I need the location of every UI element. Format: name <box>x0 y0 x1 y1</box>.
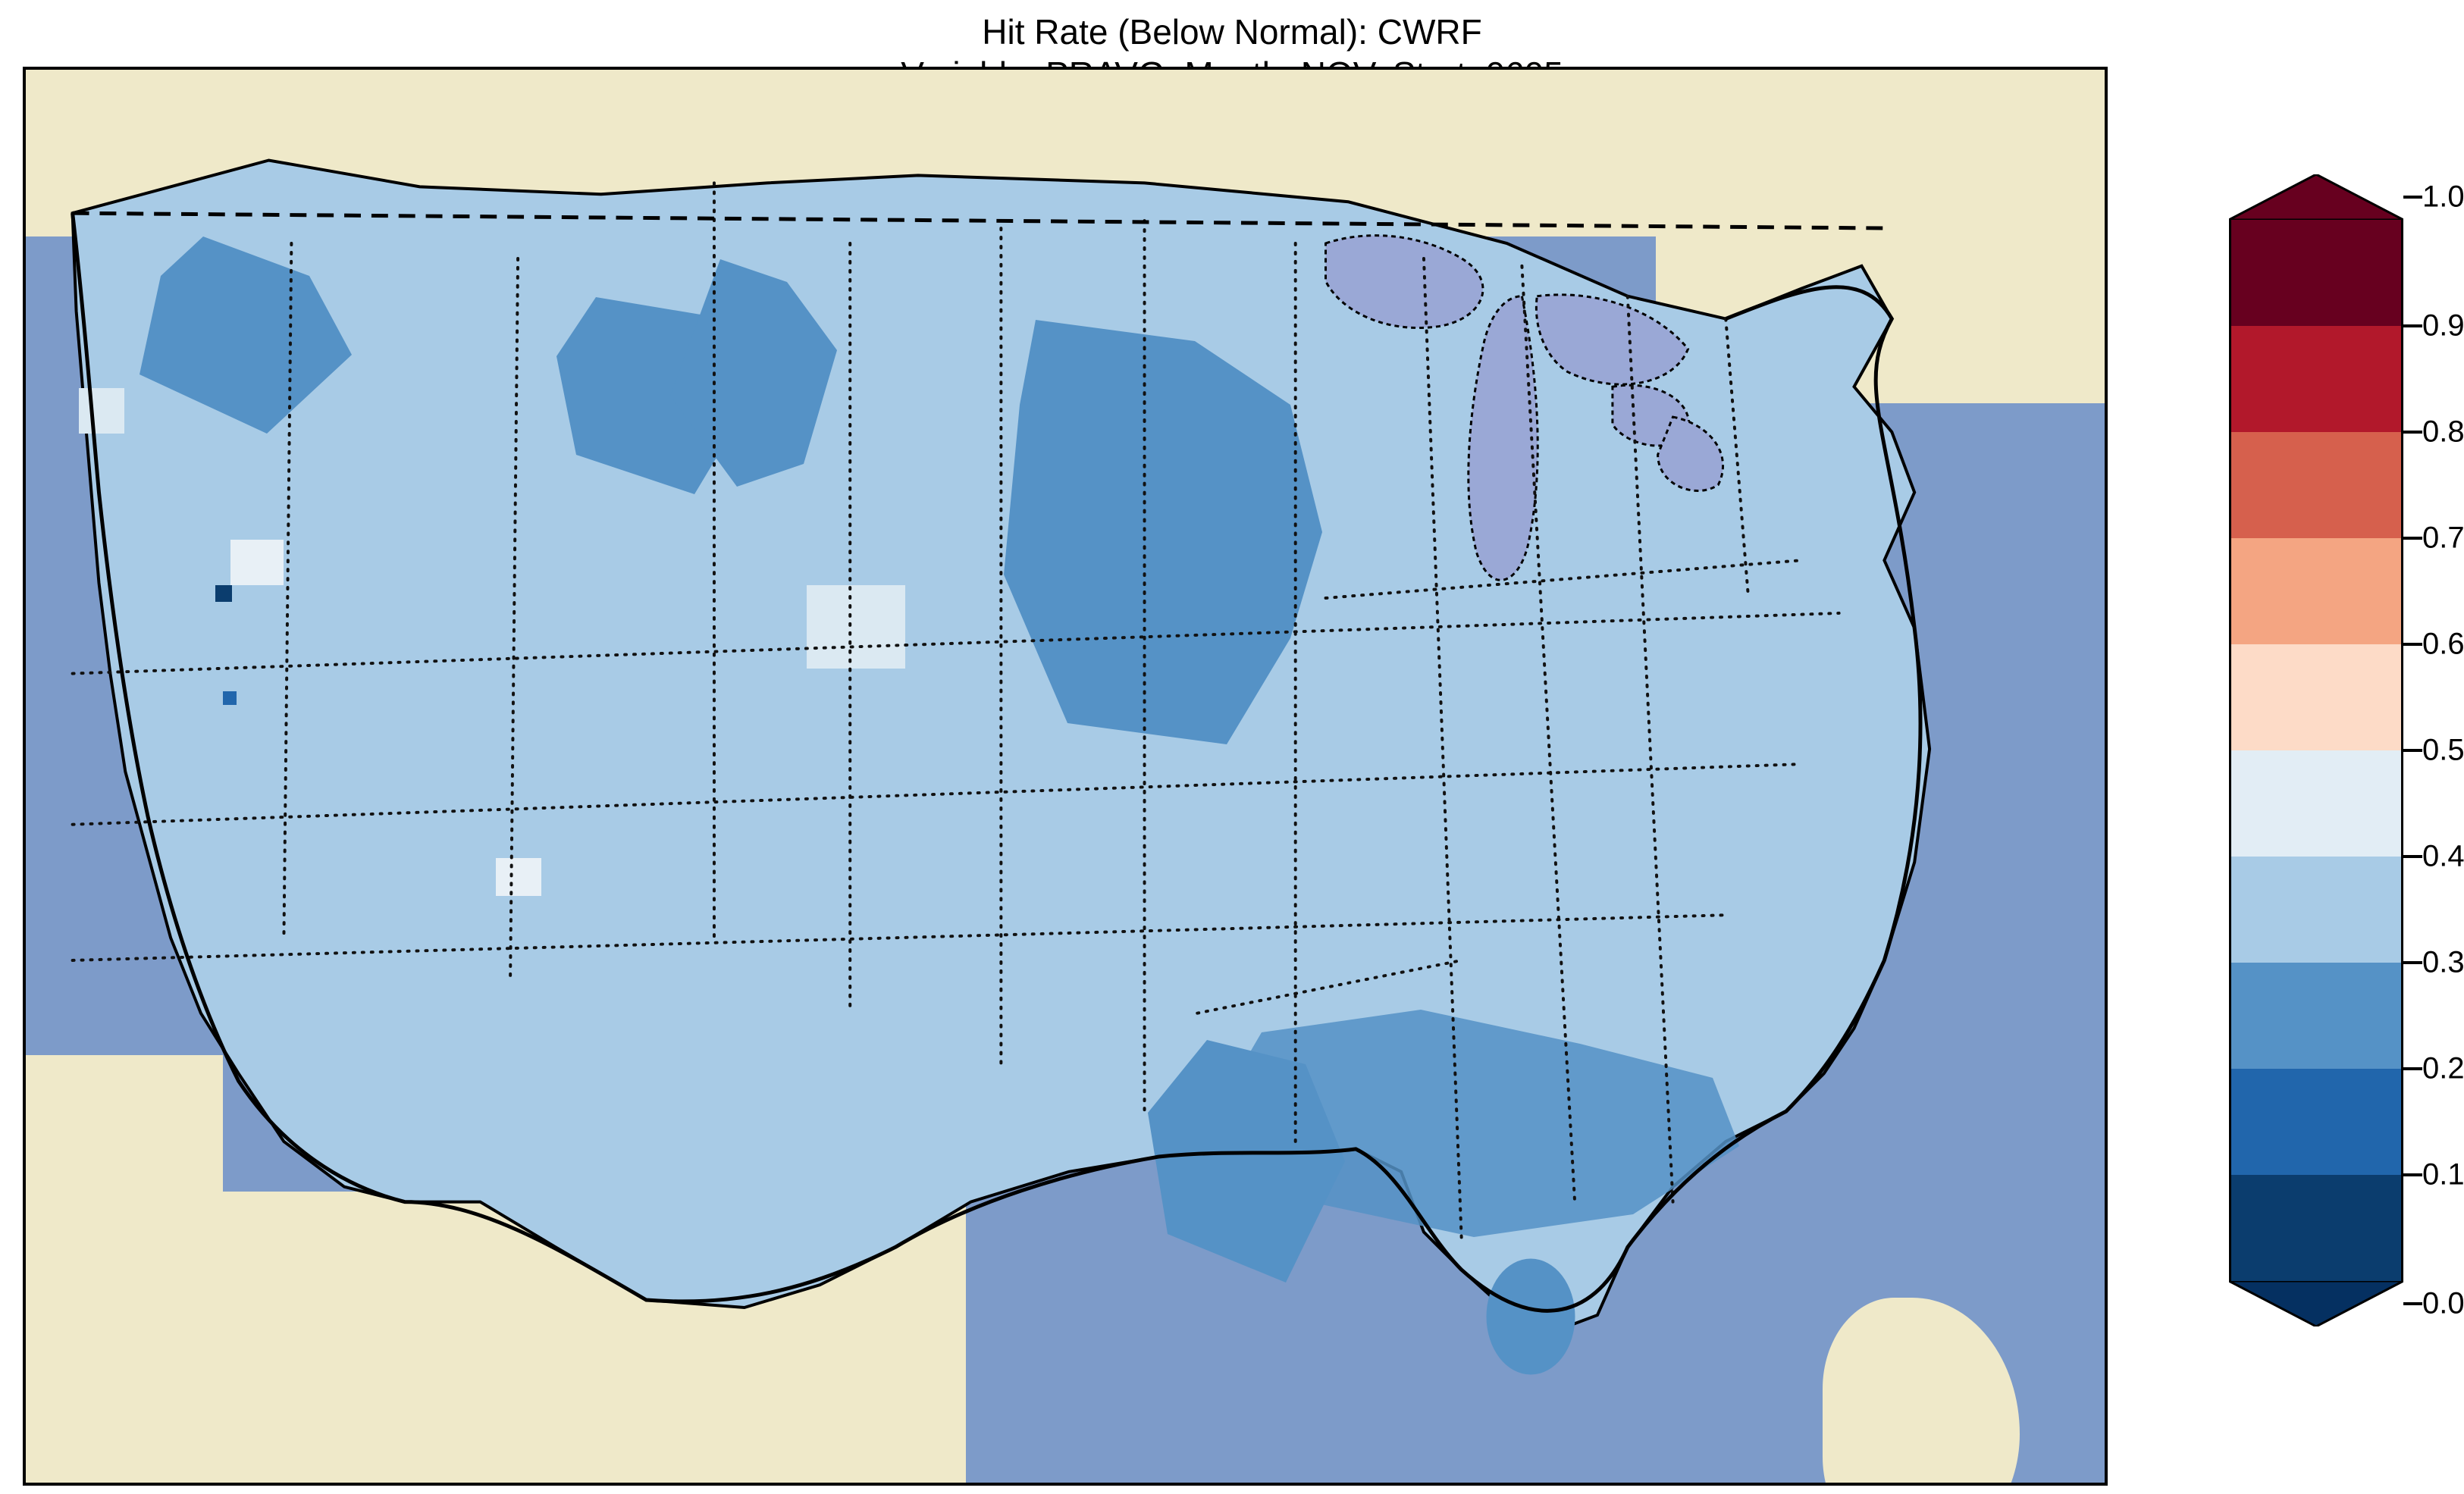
map-plot-area[interactable] <box>23 67 2108 1486</box>
colorbar-tick-mark-8 <box>2403 1067 2422 1070</box>
title-line-1: Hit Rate (Below Normal): CWRF <box>0 11 2464 53</box>
colorbar-tick-mark-7 <box>2403 961 2422 964</box>
colorbar-bin-0.8-0.9 <box>2229 326 2403 432</box>
colorbar-tick-label-10: 0.0 <box>2422 1287 2464 1321</box>
colorbar-bin-0.4-0.5 <box>2229 750 2403 857</box>
colorbar-tick-mark-2 <box>2403 431 2422 434</box>
colorbar-tick-mark-4 <box>2403 643 2422 646</box>
colorbar-tick-label-9: 0.1 <box>2422 1158 2464 1192</box>
colorbar-tick-mark-10 <box>2403 1302 2422 1305</box>
colorbar-tick-label-5: 0.5 <box>2422 734 2464 768</box>
colorbar-cap-bottom <box>2229 1281 2403 1326</box>
colorbar[interactable]: Hit Rate 1.0 0.9 0.8 0.7 0.6 0.5 0.4 0.3… <box>2229 174 2464 1349</box>
colorbar-tick-label-4: 0.6 <box>2422 628 2464 662</box>
colorbar-tick-mark-1 <box>2403 324 2422 327</box>
colorbar-cap-top <box>2229 174 2403 220</box>
colorbar-tick-mark-9 <box>2403 1173 2422 1176</box>
colorbar-bin-0.0-0.1 <box>2229 1175 2403 1281</box>
colorbar-tick-label-2: 0.8 <box>2422 415 2464 449</box>
country-coast-borders <box>26 70 2105 1483</box>
colorbar-tick-label-6: 0.4 <box>2422 840 2464 874</box>
colorbar-tick-label-0: 1.0 <box>2422 180 2464 215</box>
colorbar-bin-0.5-0.6 <box>2229 644 2403 750</box>
colorbar-tick-mark-5 <box>2403 749 2422 752</box>
colorbar-bin-0.7-0.8 <box>2229 432 2403 538</box>
colorbar-bin-0.6-0.7 <box>2229 538 2403 644</box>
colorbar-tick-label-8: 0.2 <box>2422 1052 2464 1086</box>
colorbar-tick-label-3: 0.7 <box>2422 521 2464 556</box>
colorbar-bin-0.3-0.4 <box>2229 857 2403 963</box>
colorbar-tick-label-1: 0.9 <box>2422 309 2464 343</box>
colorbar-bin-0.9-1.0 <box>2229 220 2403 326</box>
colorbar-bin-0.2-0.3 <box>2229 963 2403 1069</box>
colorbar-tick-mark-0 <box>2403 196 2422 199</box>
colorbar-tick-mark-3 <box>2403 537 2422 540</box>
colorbar-tick-label-7: 0.3 <box>2422 946 2464 980</box>
colorbar-tick-mark-6 <box>2403 855 2422 858</box>
colorbar-bin-0.1-0.2 <box>2229 1069 2403 1175</box>
